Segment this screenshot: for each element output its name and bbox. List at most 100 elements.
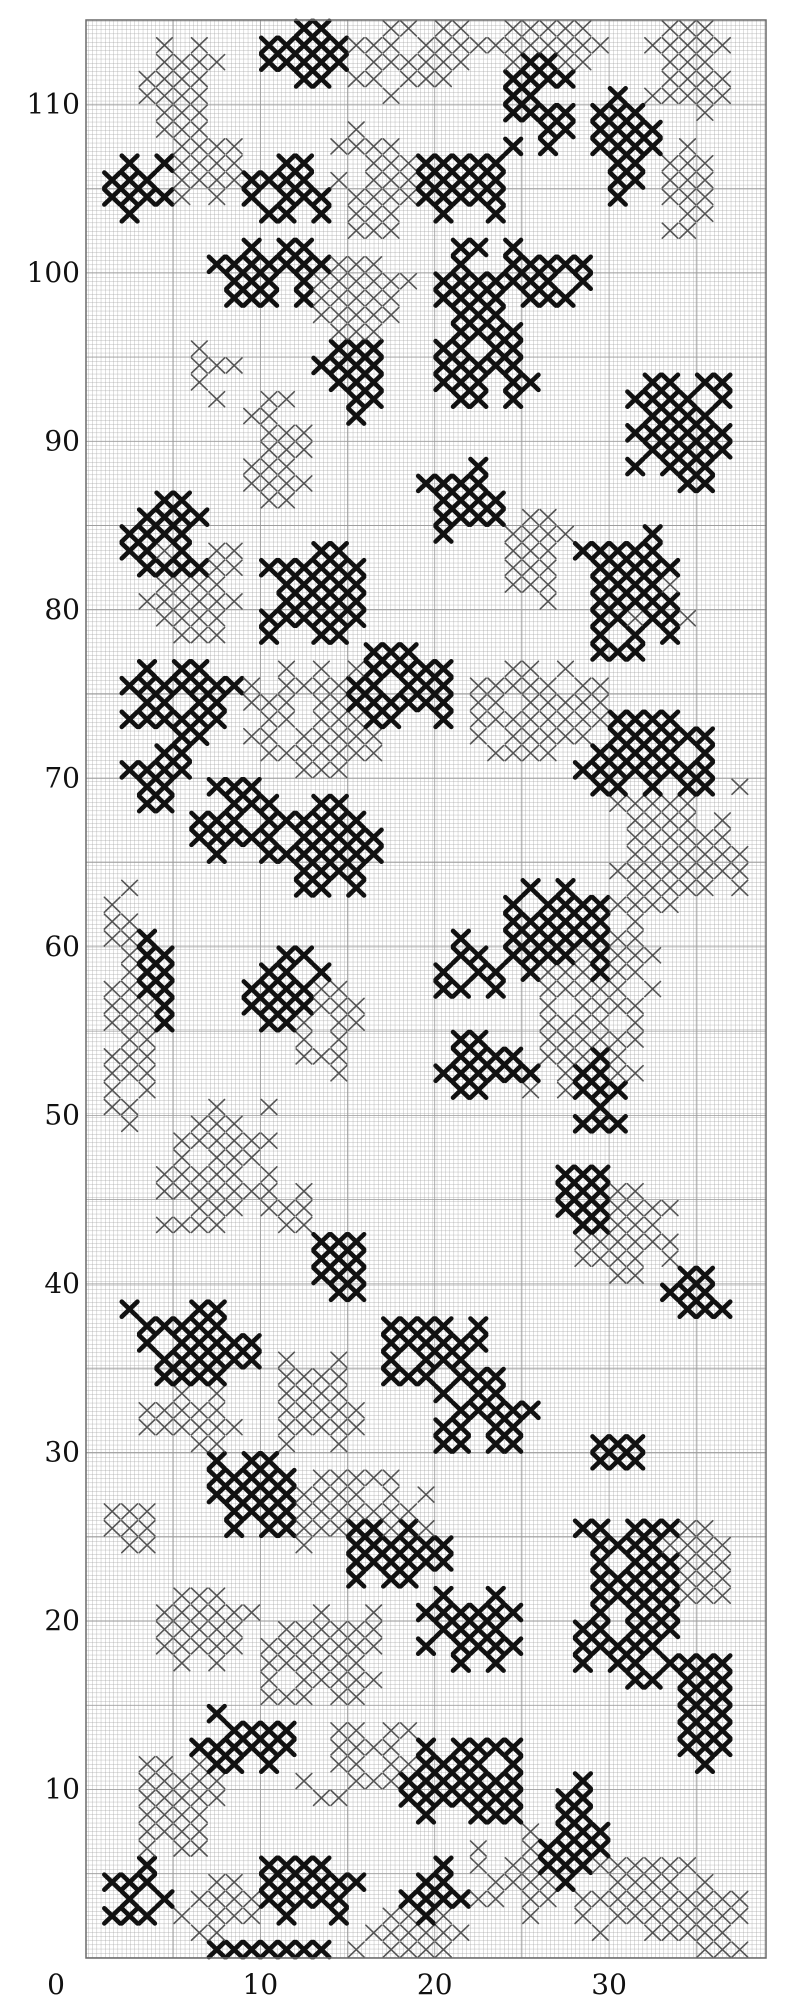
- dark-stitch: [136, 962, 158, 982]
- dark-stitch: [224, 675, 245, 696]
- light-stitch: [504, 559, 522, 577]
- dark-stitch: [555, 69, 576, 89]
- light-stitch: [609, 963, 627, 981]
- light-stitch: [312, 1789, 331, 1807]
- light-stitch: [330, 1064, 348, 1082]
- light-stitch: [173, 154, 191, 172]
- dark-stitch: [398, 1518, 419, 1539]
- dark-stitch: [415, 1737, 437, 1758]
- light-stitch: [556, 1031, 575, 1048]
- light-stitch: [382, 222, 400, 239]
- dark-stitch: [189, 1737, 210, 1758]
- dark-stitch: [154, 1889, 175, 1909]
- light-stitch: [382, 1941, 400, 1958]
- light-stitch: [487, 744, 505, 762]
- dark-stitch: [258, 1855, 280, 1876]
- dark-stitch: [503, 254, 524, 275]
- light-stitch: [243, 1890, 261, 1908]
- light-stitch: [277, 1621, 296, 1638]
- dark-stitch: [642, 524, 663, 544]
- light-stitch: [173, 593, 191, 610]
- light-stitch: [208, 1789, 226, 1807]
- light-stitch: [120, 946, 139, 964]
- dark-stitch: [346, 1872, 367, 1892]
- y-tick-label: 40: [44, 1267, 80, 1300]
- light-stitch: [678, 222, 697, 239]
- dark-stitch: [537, 288, 559, 308]
- light-stitch: [155, 70, 174, 88]
- light-stitch: [661, 70, 679, 88]
- light-stitch: [609, 946, 627, 964]
- dark-stitch: [555, 928, 576, 949]
- light-stitch: [208, 1418, 226, 1436]
- dark-stitch: [224, 1333, 245, 1353]
- light-stitch: [469, 1840, 487, 1857]
- light-stitch: [556, 1014, 575, 1032]
- dark-stitch: [625, 153, 646, 174]
- dark-stitch: [136, 760, 158, 780]
- light-stitch: [208, 390, 226, 408]
- light-stitch: [487, 1890, 505, 1908]
- dark-stitch: [398, 1552, 419, 1572]
- light-stitch: [208, 1924, 226, 1942]
- light-stitch: [644, 896, 662, 914]
- light-stitch: [382, 1924, 400, 1942]
- dark-stitch: [433, 355, 454, 376]
- dark-stitch: [241, 288, 262, 308]
- dark-stitch: [415, 1771, 437, 1791]
- light-stitch: [312, 306, 331, 324]
- dark-stitch: [206, 1703, 227, 1724]
- dark-stitch: [468, 237, 489, 258]
- light-stitch: [155, 121, 174, 138]
- dark-stitch: [206, 1316, 227, 1336]
- y-tick-label: 70: [44, 761, 80, 794]
- dark-stitch: [572, 1804, 594, 1825]
- dark-stitch: [154, 187, 175, 207]
- light-stitch: [556, 1081, 575, 1099]
- dark-stitch: [258, 1872, 280, 1892]
- dark-stitch: [363, 709, 384, 730]
- dark-stitch: [346, 1282, 367, 1303]
- light-stitch: [521, 508, 540, 526]
- dark-stitch: [119, 760, 140, 780]
- dark-stitch: [590, 119, 611, 140]
- light-stitch: [295, 1536, 313, 1554]
- light-stitch: [487, 1873, 505, 1891]
- dark-stitch: [311, 1248, 332, 1269]
- light-stitch: [382, 1519, 400, 1537]
- dark-stitch: [694, 1670, 716, 1690]
- light-stitch: [365, 1637, 383, 1655]
- dark-stitch: [625, 625, 646, 645]
- light-stitch: [399, 272, 418, 290]
- dark-stitch: [642, 406, 663, 426]
- dark-stitch: [328, 355, 349, 376]
- dark-stitch: [607, 1434, 628, 1454]
- dark-stitch: [590, 962, 611, 982]
- dark-stitch: [677, 776, 698, 797]
- dark-stitch: [206, 1484, 227, 1505]
- light-stitch: [574, 946, 592, 964]
- light-stitch: [626, 930, 644, 947]
- light-stitch: [382, 1907, 400, 1925]
- dark-stitch: [258, 1451, 280, 1471]
- dark-stitch: [659, 389, 681, 409]
- dark-stitch: [154, 524, 175, 544]
- light-stitch: [138, 1823, 156, 1840]
- light-stitch: [347, 1688, 365, 1706]
- light-stitch: [173, 1182, 191, 1200]
- light-stitch: [260, 475, 278, 492]
- dark-stitch: [712, 423, 733, 443]
- light-stitch: [120, 879, 139, 897]
- dark-stitch: [503, 1636, 524, 1657]
- light-stitch: [190, 1401, 208, 1419]
- dark-stitch: [450, 187, 471, 207]
- light-stitch: [347, 1722, 365, 1739]
- light-stitch: [382, 138, 400, 155]
- light-stitch: [731, 778, 749, 796]
- light-stitch: [225, 1890, 243, 1908]
- light-stitch: [190, 1199, 208, 1217]
- light-stitch: [434, 53, 453, 71]
- dark-stitch: [293, 574, 315, 595]
- dark-stitch: [258, 1501, 280, 1522]
- light-stitch: [120, 930, 139, 947]
